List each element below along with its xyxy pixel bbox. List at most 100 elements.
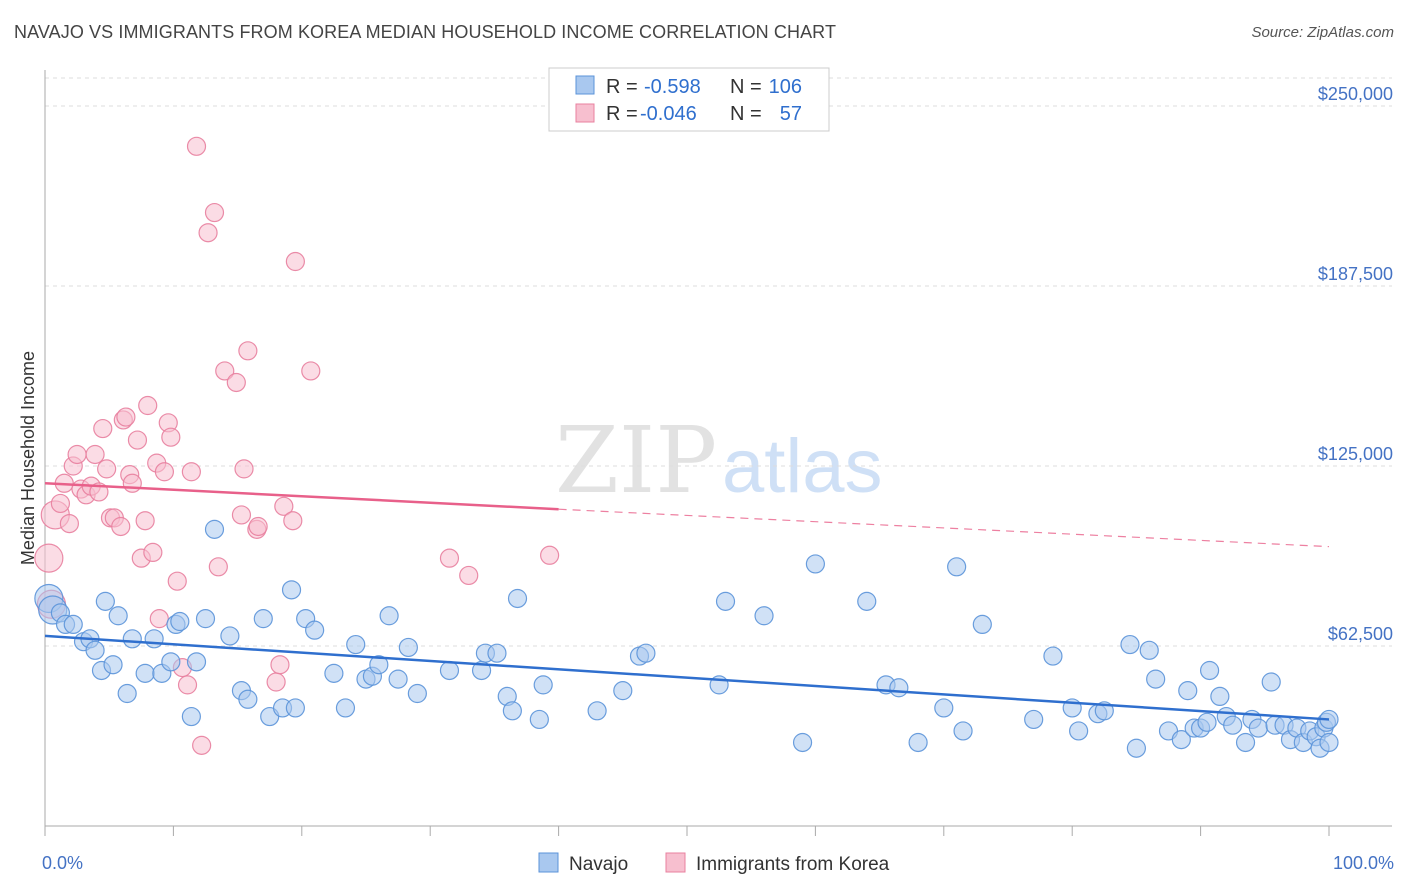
navajo-point [369,655,389,675]
navajo-point [934,698,954,718]
chart-title: NAVAJO VS IMMIGRANTS FROM KOREA MEDIAN H… [14,22,837,42]
navajo-points [34,519,1339,758]
korea-point [270,655,290,675]
navajo-point [613,681,633,701]
korea-point [111,516,131,537]
korea-point [226,372,246,393]
series-legend: Navajo Immigrants from Korea [538,852,890,875]
navajo-point [1069,721,1089,741]
korea-point [301,361,321,381]
navajo-point [305,620,325,640]
korea-point [274,496,294,516]
korea-point [238,341,258,361]
navajo-point [170,611,190,632]
navajo-point [1146,669,1166,689]
navajo-point [238,689,258,709]
source-label: Source: ZipAtlas.com [1251,24,1394,41]
navajo-point [953,721,973,741]
navajo-point [908,732,928,753]
korea-point [204,202,225,223]
navajo-point [144,629,164,649]
navajo-point [439,660,460,681]
navajo-point [587,701,607,721]
navajo-point [95,591,115,611]
navajo-point [324,663,344,683]
navajo-point [805,554,826,574]
korea-point [192,735,212,755]
navajo-point [1120,634,1140,655]
navajo-point [889,678,909,698]
stats-legend-box [548,67,830,132]
korea-point [186,136,207,156]
navajo-point [1171,729,1191,750]
korea-point [127,430,148,450]
navajo-legend-swatch [575,75,595,95]
navajo-point [220,626,240,646]
korea-point [85,444,105,465]
watermark-zip: ZIP [555,407,717,514]
navajo-point [1261,672,1281,692]
navajo-point [1223,715,1243,735]
axes [44,70,1392,827]
navajo-point [1126,738,1147,758]
x-axis-ticks [44,826,1330,836]
navajo-point [857,591,877,611]
navajo-r-label: R = [606,76,638,98]
navajo-point [1043,646,1063,666]
navajo-point [108,606,128,626]
navajo-point [388,669,408,689]
korea-point [283,511,303,531]
korea-point [266,672,286,692]
navajo-point [161,652,181,672]
navajo-point [502,701,522,721]
korea-trend-line-dashed [558,508,1330,548]
bottom-legend-korea-swatch [665,852,686,873]
korea-r-value: -0.046 [640,103,697,125]
korea-point [50,493,71,514]
korea-n-value: 57 [780,103,802,125]
navajo-r-value: -0.598 [644,76,701,98]
navajo-point [754,606,774,626]
navajo-point [533,675,553,695]
navajo-point [1139,640,1159,660]
korea-point [459,565,479,586]
navajo-point [346,634,366,655]
navajo-point [1024,709,1044,730]
korea-point [93,418,113,439]
korea-point [181,462,201,482]
korea-point [59,513,79,534]
y-tick-label: $250,000 [1318,84,1393,104]
navajo-point [507,588,528,609]
y-axis-label: Median Household Income [18,351,38,565]
navajo-point [636,643,656,663]
korea-point [135,511,155,531]
navajo-point [1210,686,1230,707]
navajo-point [379,606,399,626]
korea-point [285,251,305,272]
y-tick-label: $125,000 [1318,444,1393,464]
navajo-n-label: N = [730,76,762,98]
korea-point [198,223,218,243]
korea-point [540,545,560,565]
navajo-point [181,706,201,727]
watermark-atlas: atlas [722,424,883,509]
navajo-point [117,683,137,704]
bottom-legend-navajo-label: Navajo [569,854,628,875]
korea-n-label: N = [730,103,762,125]
navajo-point [715,591,736,611]
korea-point [97,459,117,479]
korea-point [154,462,175,482]
korea-trend-line-solid [44,482,559,511]
watermark: ZIP atlas [555,407,883,514]
navajo-n-value: 106 [769,76,802,98]
navajo-point [792,732,813,753]
korea-point [143,542,163,563]
navajo-point [972,614,992,635]
navajo-trend-line [44,634,1330,721]
navajo-point [204,519,225,539]
korea-point [116,407,136,427]
navajo-point [122,629,142,649]
korea-legend-swatch [575,103,595,123]
navajo-point [1319,732,1339,753]
